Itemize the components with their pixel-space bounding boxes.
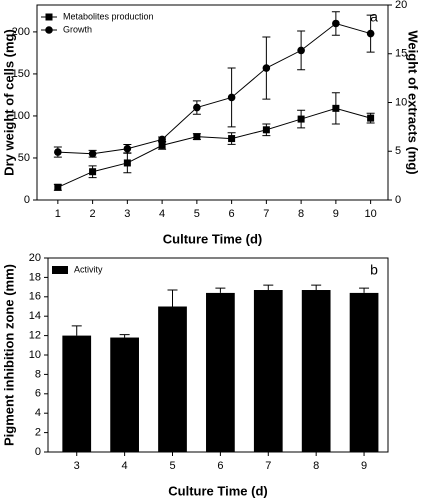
- x-tick-label: 8: [313, 460, 319, 472]
- y-tick-label: 50: [18, 152, 30, 164]
- x-tick-label: 9: [333, 208, 339, 220]
- marker: [366, 29, 375, 38]
- bar: [62, 335, 92, 452]
- x-tick-label: 1: [55, 208, 61, 220]
- marker: [228, 135, 236, 143]
- y-tick-label: 20: [29, 252, 41, 264]
- panel-label: a: [370, 9, 378, 25]
- error-bar: [263, 284, 274, 291]
- series-line: [57, 22, 371, 155]
- error-bar: [311, 284, 322, 291]
- marker: [123, 144, 132, 153]
- y-tick-label: 8: [35, 368, 41, 380]
- x-tick-label: 2: [90, 208, 96, 220]
- y2-tick-label: 10: [395, 96, 407, 108]
- y-tick-label: 10: [29, 349, 41, 361]
- x-axis-label: Culture Time (d): [163, 231, 262, 246]
- x-tick-label: 10: [364, 208, 376, 220]
- bar: [158, 306, 187, 452]
- x-tick-label: 3: [124, 208, 130, 220]
- marker: [45, 26, 53, 34]
- marker: [262, 126, 270, 134]
- marker: [158, 135, 166, 144]
- y-tick-label: 0: [35, 446, 41, 458]
- panel-label: b: [370, 262, 378, 278]
- error-bar: [119, 334, 130, 338]
- marker: [88, 149, 97, 158]
- x-tick-label: 9: [361, 460, 367, 472]
- marker: [54, 148, 62, 156]
- y-tick-label: 16: [29, 291, 41, 303]
- y-tick-label: 150: [12, 68, 30, 80]
- y-tick-label: 6: [35, 388, 41, 400]
- marker: [332, 19, 340, 28]
- y2-axis-label: Weight of extracts (mg): [406, 30, 421, 174]
- error-bar: [167, 289, 178, 307]
- y2-tick-label: 0: [395, 194, 401, 206]
- marker: [54, 183, 62, 191]
- legend-label: Metabolites production: [63, 11, 154, 21]
- y-tick-label: 200: [12, 26, 30, 38]
- x-tick-label: 6: [217, 460, 223, 472]
- marker: [332, 104, 340, 112]
- error-bar: [71, 325, 82, 336]
- marker: [367, 114, 375, 122]
- y-tick-label: 14: [29, 310, 41, 322]
- x-tick-label: 4: [122, 460, 128, 472]
- marker: [89, 168, 97, 176]
- bar: [253, 290, 283, 452]
- x-tick-label: 7: [263, 208, 269, 220]
- series-line: [57, 107, 371, 188]
- legend-swatch: [52, 266, 68, 274]
- error-bar: [359, 287, 370, 293]
- x-tick-label: 8: [298, 208, 304, 220]
- y-tick-label: 18: [29, 271, 41, 283]
- marker: [158, 141, 166, 149]
- bar: [301, 290, 331, 452]
- y2-tick-label: 15: [395, 48, 407, 60]
- y-tick-label: 100: [12, 110, 30, 122]
- y-tick-label: 2: [35, 427, 41, 439]
- bar: [349, 292, 379, 452]
- marker: [193, 103, 201, 112]
- x-tick-label: 5: [194, 208, 200, 220]
- y-tick-label: 12: [29, 330, 41, 342]
- marker: [297, 46, 305, 55]
- x-tick-label: 3: [74, 460, 80, 472]
- y2-tick-label: 5: [395, 145, 401, 157]
- bar: [110, 337, 139, 452]
- bar: [206, 292, 235, 452]
- x-tick-label: 6: [229, 208, 235, 220]
- y-tick-label: 0: [24, 194, 30, 206]
- legend-label: Growth: [63, 24, 92, 34]
- y-axis-label: Dry weight of cells (mg): [1, 29, 16, 176]
- marker: [123, 159, 131, 167]
- x-tick-label: 7: [265, 460, 271, 472]
- legend-label: Activity: [74, 264, 103, 274]
- error-bar: [215, 287, 226, 293]
- marker: [227, 93, 236, 102]
- marker: [262, 64, 271, 72]
- marker: [297, 115, 305, 123]
- x-axis-label: Culture Time (d): [168, 483, 267, 498]
- x-tick-label: 4: [159, 208, 165, 220]
- y-tick-label: 4: [35, 407, 41, 419]
- marker: [45, 13, 53, 21]
- x-tick-label: 5: [169, 460, 175, 472]
- y-axis-label: Pigment inhibition zone (mm): [1, 264, 16, 446]
- marker: [193, 133, 201, 141]
- y2-tick-label: 20: [395, 0, 407, 11]
